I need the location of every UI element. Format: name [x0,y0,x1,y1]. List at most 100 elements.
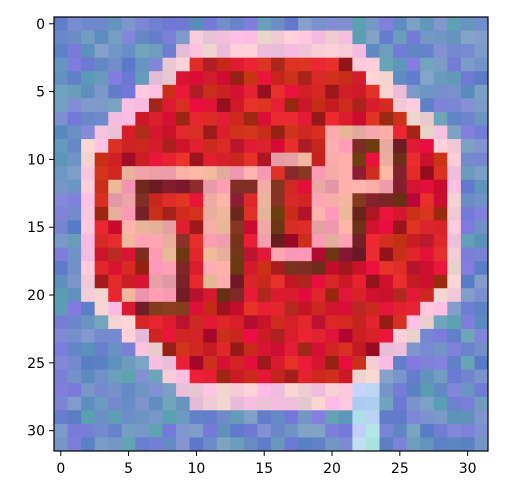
image-pixel [311,139,326,154]
image-pixel [338,383,353,398]
image-pixel [298,179,313,194]
image-pixel [67,328,82,343]
image-pixel [216,98,231,113]
image-pixel [135,247,150,262]
image-pixel [257,301,272,316]
image-pixel [433,342,448,357]
image-pixel [311,166,326,181]
image-pixel [379,71,394,86]
image-pixel [365,98,380,113]
image-pixel [94,247,109,262]
image-pixel [216,328,231,343]
image-pixel [284,342,299,357]
image-pixel [94,423,109,438]
image-pixel [176,437,191,452]
image-pixel [433,274,448,289]
image-pixel [447,84,462,99]
image-pixel [406,261,421,276]
image-pixel [176,315,191,330]
image-pixel [230,44,245,59]
image-pixel [352,152,367,167]
image-pixel [379,179,394,194]
image-pixel [67,193,82,208]
image-pixel [393,71,408,86]
image-pixel [298,274,313,289]
image-pixel [243,57,258,72]
image-pixel [393,274,408,289]
image-pixel [67,179,82,194]
image-pixel [203,166,218,181]
image-pixel [284,44,299,59]
image-pixel [94,328,109,343]
image-pixel [338,437,353,452]
image-pixel [474,274,489,289]
image-pixel [189,369,204,384]
image-pixel [257,125,272,140]
image-pixel [108,247,123,262]
image-pixel [298,152,313,167]
image-pixel [203,44,218,59]
image-pixel [311,261,326,276]
image-pixel [460,383,475,398]
image-pixel [474,261,489,276]
image-pixel [311,301,326,316]
image-pixel [393,17,408,31]
image-pixel [243,383,258,398]
image-pixel [176,396,191,411]
image-pixel [162,166,177,181]
image-pixel [189,84,204,99]
image-pixel [271,437,285,452]
image-pixel [230,84,245,99]
image-pixel [406,111,421,126]
image-pixel [176,220,191,235]
image-pixel [460,261,475,276]
image-pixel [379,410,394,425]
image-pixel [67,206,82,221]
image-pixel [121,261,136,276]
image-pixel [54,356,68,371]
image-pixel [216,30,231,45]
image-pixel [54,71,68,86]
image-pixel [325,328,340,343]
image-pixel [338,98,353,113]
image-pixel [230,356,245,371]
image-pixel [298,410,313,425]
image-pixel [271,247,285,262]
image-pixel [148,301,163,316]
image-pixel [54,57,68,72]
y-tick-label: 0 [36,17,45,33]
y-axis: 0 5 10 15 20 25 30 [27,17,54,440]
image-pixel [176,274,191,289]
image-pixel [325,111,340,126]
image-pixel [447,342,462,357]
image-pixel [338,71,353,86]
image-pixel [284,437,299,452]
image-pixel [243,220,258,235]
image-pixel [243,356,258,371]
image-pixel [216,288,231,303]
image-pixel [243,111,258,126]
image-pixel [162,179,177,194]
image-pixel [365,356,380,371]
image-pixel [379,437,394,452]
image-pixel [393,342,408,357]
image-pixel [189,437,204,452]
image-pixel [135,274,150,289]
image-pixel [311,220,326,235]
image-pixel [176,152,191,167]
image-pixel [365,44,380,59]
image-pixel [284,84,299,99]
image-pixel [420,71,435,86]
image-pixel [311,44,326,59]
image-pixel [447,139,462,154]
image-pixel [203,369,218,384]
image-pixel [81,437,96,452]
image-pixel [271,383,285,398]
image-pixel [352,206,367,221]
image-pixel [189,179,204,194]
image-pixel [338,261,353,276]
image-pixel [216,179,231,194]
image-pixel [433,206,448,221]
image-pixel [243,17,258,31]
image-pixel [271,220,285,235]
